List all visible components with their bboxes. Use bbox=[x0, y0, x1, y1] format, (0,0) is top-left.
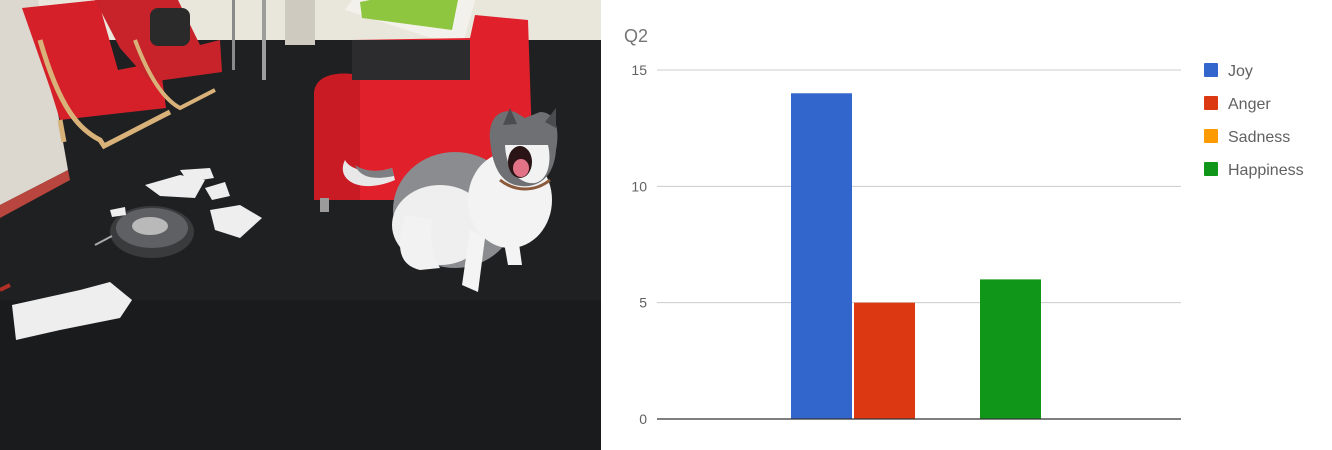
bar-anger bbox=[854, 302, 915, 419]
bar-joy bbox=[791, 93, 852, 420]
chart-panel: Q2 0 5 10 15 Joy Anger Sadness Happiness bbox=[601, 0, 1332, 450]
whiteboard bbox=[0, 0, 68, 205]
bar-chart: Q2 0 5 10 15 Joy Anger Sadness Happiness bbox=[624, 26, 1304, 427]
legend: Joy Anger Sadness Happiness bbox=[1204, 63, 1304, 179]
legend-swatch-sadness bbox=[1204, 129, 1218, 143]
chart-title: Q2 bbox=[624, 26, 648, 46]
shredded-paper bbox=[12, 168, 262, 340]
red-armchair-left bbox=[22, 0, 172, 150]
pole bbox=[262, 0, 266, 80]
legend-label-sadness: Sadness bbox=[1228, 129, 1290, 146]
y-tick-label: 5 bbox=[639, 295, 647, 311]
cable bbox=[0, 283, 11, 292]
red-armchair-back bbox=[95, 0, 222, 111]
y-tick-label: 10 bbox=[631, 178, 647, 194]
legend-swatch-anger bbox=[1204, 96, 1218, 110]
robot-vacuum bbox=[94, 206, 194, 258]
legend-label-happiness: Happiness bbox=[1228, 162, 1304, 179]
grid-lines bbox=[657, 69, 1181, 304]
framed-picture bbox=[345, 0, 475, 48]
shelf bbox=[285, 0, 315, 45]
legend-label-anger: Anger bbox=[1228, 96, 1271, 113]
y-axis-ticks: 0 5 10 15 bbox=[631, 62, 647, 427]
whiteboard-frame bbox=[0, 170, 70, 218]
husky-photo bbox=[0, 0, 601, 450]
y-tick-label: 0 bbox=[639, 411, 647, 427]
y-tick-label: 15 bbox=[631, 62, 647, 78]
legend-swatch-happiness bbox=[1204, 162, 1218, 176]
legend-swatch-joy bbox=[1204, 63, 1218, 77]
bar-happiness bbox=[980, 279, 1041, 419]
bars bbox=[791, 93, 1041, 420]
husky-dog bbox=[342, 108, 558, 292]
husky-photo-illustration bbox=[0, 0, 601, 450]
carpet-shadow bbox=[0, 300, 601, 450]
pole bbox=[232, 0, 235, 70]
legend-label-joy: Joy bbox=[1228, 63, 1253, 80]
